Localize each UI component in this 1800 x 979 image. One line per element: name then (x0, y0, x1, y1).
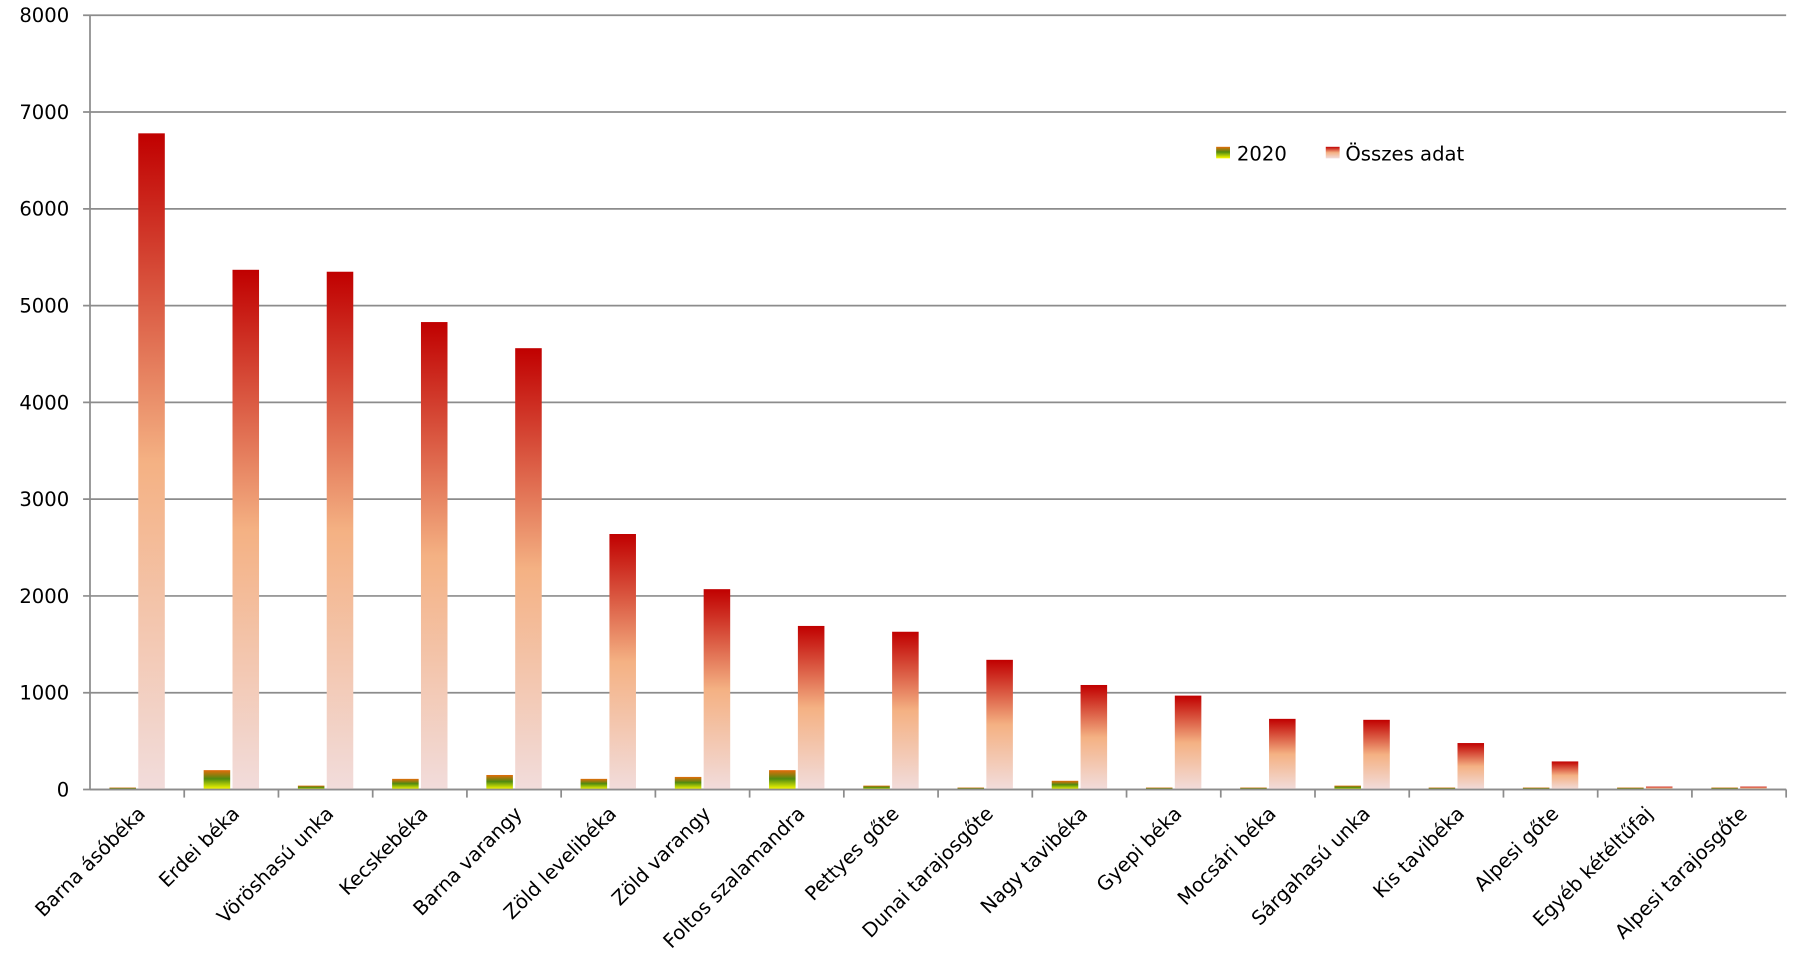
x-tick-label: Kis tavibéka (1369, 802, 1469, 902)
x-tick-label: Barna ásóbéka (31, 802, 150, 921)
gridlines (83, 14, 1787, 791)
bar-osszes-adat (1740, 786, 1767, 790)
bar-osszes-adat (515, 348, 542, 790)
bar-osszes-adat (609, 534, 636, 790)
bar-osszes-adat (703, 589, 731, 790)
bar-osszes-adat (1363, 719, 1390, 790)
bar-osszes-adat (1645, 786, 1673, 790)
y-tick-label: 1000 (19, 682, 69, 705)
bar-osszes-adat (326, 271, 354, 790)
y-tick-label: 5000 (19, 295, 69, 318)
y-tick-label: 0 (57, 778, 69, 801)
legend-label-2020: 2020 (1237, 143, 1287, 166)
bar-2020 (863, 785, 890, 790)
legend: 2020 Összes adat (1216, 143, 1465, 166)
x-tick-label: Mocsári béka (1173, 802, 1281, 910)
bar-osszes-adat (420, 322, 448, 790)
x-tick-label: Alpesi gőte (1470, 802, 1564, 896)
y-tick-label: 3000 (19, 488, 69, 511)
bar-2020 (392, 778, 419, 790)
bar-2020 (203, 770, 231, 790)
bar-osszes-adat (1457, 743, 1485, 790)
legend-label-osszes: Összes adat (1345, 143, 1464, 166)
bar-osszes-adat (797, 625, 825, 790)
bar-2020 (769, 770, 796, 790)
bar-2020 (1051, 780, 1079, 790)
bar-osszes-adat (1269, 718, 1296, 790)
bar-osszes-adat (892, 631, 919, 790)
x-tick-label: Zöld varangy (607, 802, 715, 910)
bar-2020 (580, 778, 608, 790)
bar-2020 (486, 774, 513, 790)
x-tick-label: Kecskebéka (335, 802, 433, 900)
y-tick-label: 4000 (19, 391, 69, 414)
bar-2020 (297, 785, 325, 790)
bar-osszes-adat (232, 269, 260, 790)
bar-osszes-adat (1080, 684, 1108, 790)
y-tick-label: 7000 (19, 101, 69, 124)
x-tick-label: Gyepi béka (1092, 802, 1186, 896)
bars (109, 133, 1767, 790)
y-tick-label: 2000 (19, 585, 69, 608)
bar-2020 (1334, 785, 1361, 790)
legend-swatch-2020 (1216, 146, 1230, 159)
y-tick-label: 8000 (19, 4, 69, 27)
x-tick-label: Erdei béka (154, 802, 244, 892)
bar-osszes-adat (138, 133, 165, 790)
x-tick-label: Pettyes gőte (801, 802, 904, 905)
bar-2020 (674, 776, 702, 790)
y-tick-label: 6000 (19, 198, 69, 221)
bar-osszes-adat (986, 659, 1013, 790)
legend-swatch-osszes (1325, 146, 1340, 159)
bar-osszes-adat (1551, 761, 1579, 790)
bar-osszes-adat (1174, 695, 1202, 790)
y-axis: 0 1000 2000 3000 4000 5000 6000 7000 8000 (19, 4, 91, 801)
